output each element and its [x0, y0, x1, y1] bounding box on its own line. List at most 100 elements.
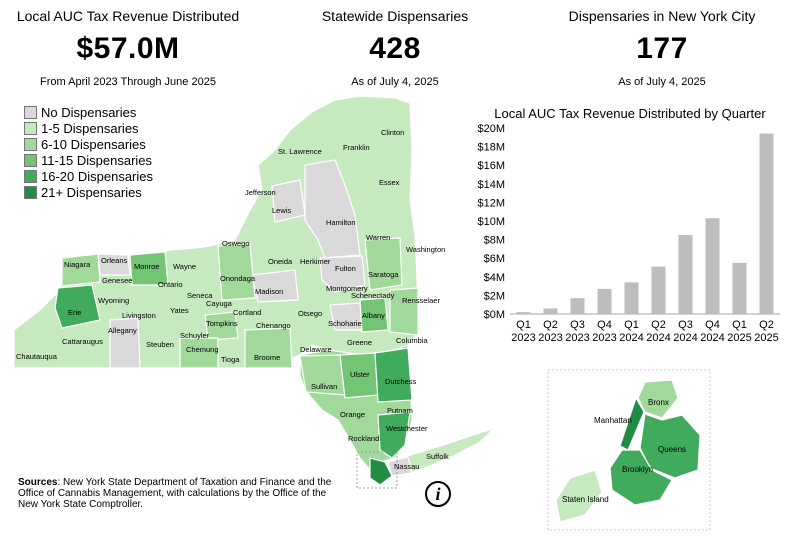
chart-title: Local AUC Tax Revenue Distributed by Qua… [494, 106, 766, 121]
county-label: Warren [366, 233, 390, 242]
nyc-inset-marker [356, 451, 398, 489]
county-label: Niagara [64, 260, 91, 269]
county-label: Dutchess [385, 377, 417, 386]
kpi-statewide: Statewide Dispensaries 428 As of July 4,… [270, 6, 520, 88]
legend-item: 16-20 Dispensaries [24, 168, 153, 184]
county-label: Columbia [396, 336, 429, 345]
green-county-broome [244, 327, 293, 369]
y-tick-label: $2M [484, 290, 505, 302]
bar [651, 266, 666, 314]
county-label: St. Lawrence [278, 147, 322, 156]
county-label: Tioga [221, 355, 240, 364]
x-tick-label: Q3 [678, 319, 693, 331]
x-tick-label: Q4 [597, 319, 612, 331]
x-tick-label: 2024 [646, 332, 670, 344]
x-tick-label: Q3 [570, 319, 585, 331]
y-tick-label: $20M [477, 123, 505, 135]
county-label: Greene [347, 338, 372, 347]
county-label: Fulton [335, 264, 356, 273]
legend-item: 1-5 Dispensaries [24, 120, 153, 136]
sources-label: Sources [18, 477, 58, 488]
county-label: Wayne [173, 262, 196, 271]
x-tick-label: Q1 [732, 319, 747, 331]
kpi-revenue-label: Local AUC Tax Revenue Distributed [16, 8, 240, 24]
county-label: Oneida [268, 257, 293, 266]
grey-adirondack-county [304, 159, 361, 259]
legend-label: 21+ Dispensaries [41, 184, 142, 200]
x-tick-label: 2024 [619, 332, 643, 344]
county-label: Montgomery [326, 284, 368, 293]
county-label: Cortland [233, 308, 261, 317]
bar [570, 298, 585, 314]
bar [624, 282, 639, 314]
county-label: Washington [406, 245, 445, 254]
y-tick-label: $8M [484, 235, 505, 247]
county-label: Franklin [343, 143, 370, 152]
county-label: Chenango [256, 321, 291, 330]
county-label: Chemung [186, 345, 219, 354]
bar [678, 234, 693, 314]
county-label: Oswego [222, 239, 250, 248]
county-label: Suffolk [426, 452, 449, 461]
legend-swatch [24, 169, 37, 183]
y-tick-label: $12M [477, 197, 505, 209]
county-label: Lewis [272, 206, 291, 215]
green-county-westchester [377, 411, 411, 459]
legend-label: 16-20 Dispensaries [41, 168, 154, 184]
county-label: Onondaga [220, 274, 256, 283]
y-tick-label: $4M [484, 272, 505, 284]
county-label: Sullivan [311, 382, 337, 391]
chart-y-axis: $0M $2M $4M $6M $8M $10M $12M $14M $16M $18M $20M [477, 123, 505, 321]
x-tick-label: Q2 [543, 319, 558, 331]
county-label: Delaware [300, 345, 332, 354]
y-tick-label: $10M [477, 216, 505, 228]
county-label: Chautauqua [16, 352, 58, 361]
county-label: Allegany [108, 326, 137, 335]
kpi-nyc-label: Dispensaries in New York City [568, 8, 756, 24]
x-tick-label: Q4 [705, 319, 720, 331]
county-label: Ontario [158, 280, 183, 289]
sources-text: : New York State Department of Taxation … [18, 477, 332, 510]
county-label: Cayuga [206, 299, 233, 308]
y-tick-label: $16M [477, 160, 505, 172]
county-label: Essex [379, 178, 400, 187]
bar [597, 288, 612, 314]
info-icon[interactable]: i [425, 481, 451, 507]
legend-label: No Dispensaries [41, 104, 137, 120]
kpi-nyc: Dispensaries in New York City 177 As of … [537, 6, 787, 88]
grey-central-county-b [251, 269, 299, 303]
county-label: Broome [254, 353, 280, 362]
legend-label: 1-5 Dispensaries [41, 120, 139, 136]
borough-label-staten-island: Staten Island [562, 495, 609, 504]
legend-label: 6-10 Dispensaries [41, 136, 146, 152]
county-label: Putnam [387, 406, 413, 415]
county-label: Rockland [348, 434, 379, 443]
county-labels: St. Lawrence Franklin Clinton Essex Jeff… [16, 128, 449, 471]
legend-item: 11-15 Dispensaries [24, 152, 153, 168]
county-label: Ulster [350, 370, 370, 379]
revenue-bar-chart: Local AUC Tax Revenue Distributed by Qua… [477, 106, 780, 344]
chart-x-axis: Q12023Q22023Q32023Q42023Q12024Q22024Q320… [511, 319, 778, 344]
borough-label-queens: Queens [658, 445, 686, 454]
county-label: Wyoming [98, 296, 129, 305]
county-label: Jefferson [245, 188, 276, 197]
grey-west-county-b [109, 317, 141, 369]
legend-swatch [24, 121, 37, 135]
county-label: Albany [362, 311, 385, 320]
x-tick-label: 2023 [538, 332, 562, 344]
kpi-nyc-sub: As of July 4, 2025 [618, 76, 706, 88]
brooklyn-shape [609, 449, 673, 506]
county-label: Schenectady [351, 291, 395, 300]
x-tick-label: 2023 [592, 332, 616, 344]
green-county-tompkins [204, 311, 239, 341]
x-tick-label: Q1 [516, 319, 531, 331]
sources-note: Sources: New York State Department of Ta… [18, 477, 348, 510]
chart-bars [510, 133, 780, 315]
legend-item: No Dispensaries [24, 104, 153, 120]
kpi-statewide-value: 428 [369, 32, 421, 65]
legend-item: 21+ Dispensaries [24, 184, 153, 200]
county-label: Orleans [101, 256, 128, 265]
bar [705, 218, 720, 314]
county-label: Monroe [134, 262, 159, 271]
